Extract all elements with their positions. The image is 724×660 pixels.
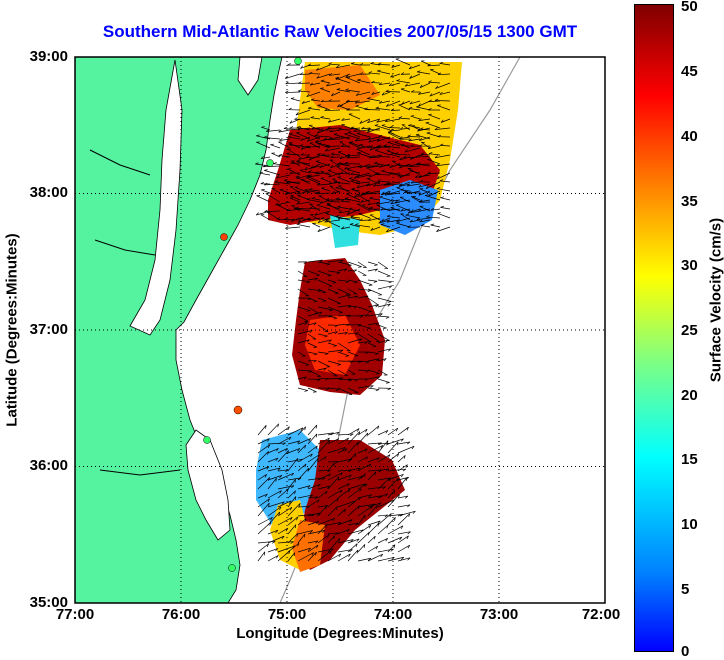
- y-axis-label: Latitude (Degrees:Minutes): [4, 170, 21, 490]
- colorbar-tick: 25: [681, 322, 698, 339]
- radar-site: [221, 234, 228, 241]
- radar-site: [229, 565, 236, 572]
- colorbar-label: Surface Velocity (cm/s): [708, 170, 724, 430]
- y-tick-label: 39:00: [4, 48, 68, 65]
- colorbar-tick: 15: [681, 451, 698, 468]
- velocity-arrow: [360, 220, 370, 221]
- colorbar-tick: 0: [681, 643, 689, 660]
- x-tick-label: 76:00: [151, 606, 211, 623]
- radar-site: [234, 406, 242, 414]
- velocity-arrow-head: [320, 88, 323, 89]
- colorbar-tick: 30: [681, 257, 698, 274]
- x-tick-label: 74:00: [363, 606, 423, 623]
- x-axis-label: Longitude (Degrees:Minutes): [75, 625, 605, 642]
- colorbar-tick: 40: [681, 128, 698, 145]
- x-tick-label: 73:00: [469, 606, 529, 623]
- velocity-arrow-head: [354, 356, 357, 357]
- y-tick-label: 35:00: [4, 594, 68, 611]
- colorbar-tick: 20: [681, 387, 698, 404]
- region-north-cyan: [330, 215, 360, 248]
- colorbar-tick: 45: [681, 63, 698, 80]
- radar-site: [295, 58, 302, 65]
- x-tick-label: 75:00: [257, 606, 317, 623]
- colorbar-tick: 10: [681, 516, 698, 533]
- colorbar-tick: 5: [681, 581, 689, 598]
- radar-site: [204, 437, 211, 444]
- velocity-arrow-head: [295, 187, 298, 188]
- colorbar-tick: 35: [681, 193, 698, 210]
- radar-site: [267, 160, 274, 167]
- colorbar-tick: 50: [681, 0, 698, 15]
- x-tick-label: 72:00: [571, 606, 631, 623]
- colorbar: [634, 4, 674, 652]
